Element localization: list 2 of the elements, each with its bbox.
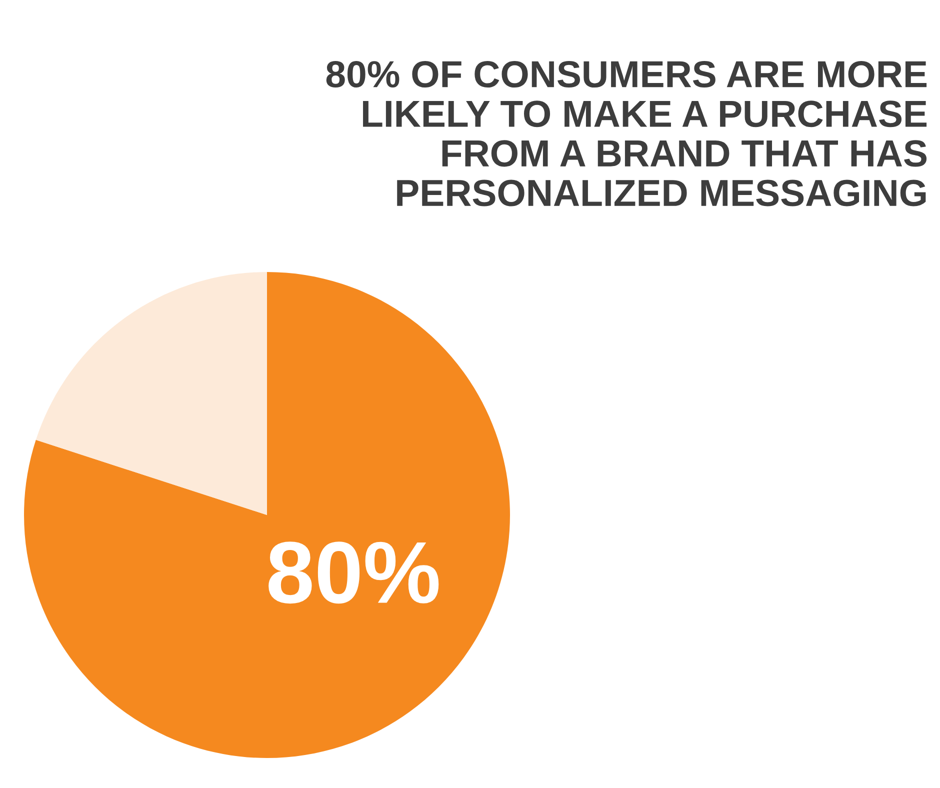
text: 80% OF CONSUMERS ARE MORE LIKELY TO MAKE A PURCHASE FROM A BRAND THAT HAS PERSONALIZED MESSAGING [326,60,927,206]
data-label: 80% [268,542,439,604]
